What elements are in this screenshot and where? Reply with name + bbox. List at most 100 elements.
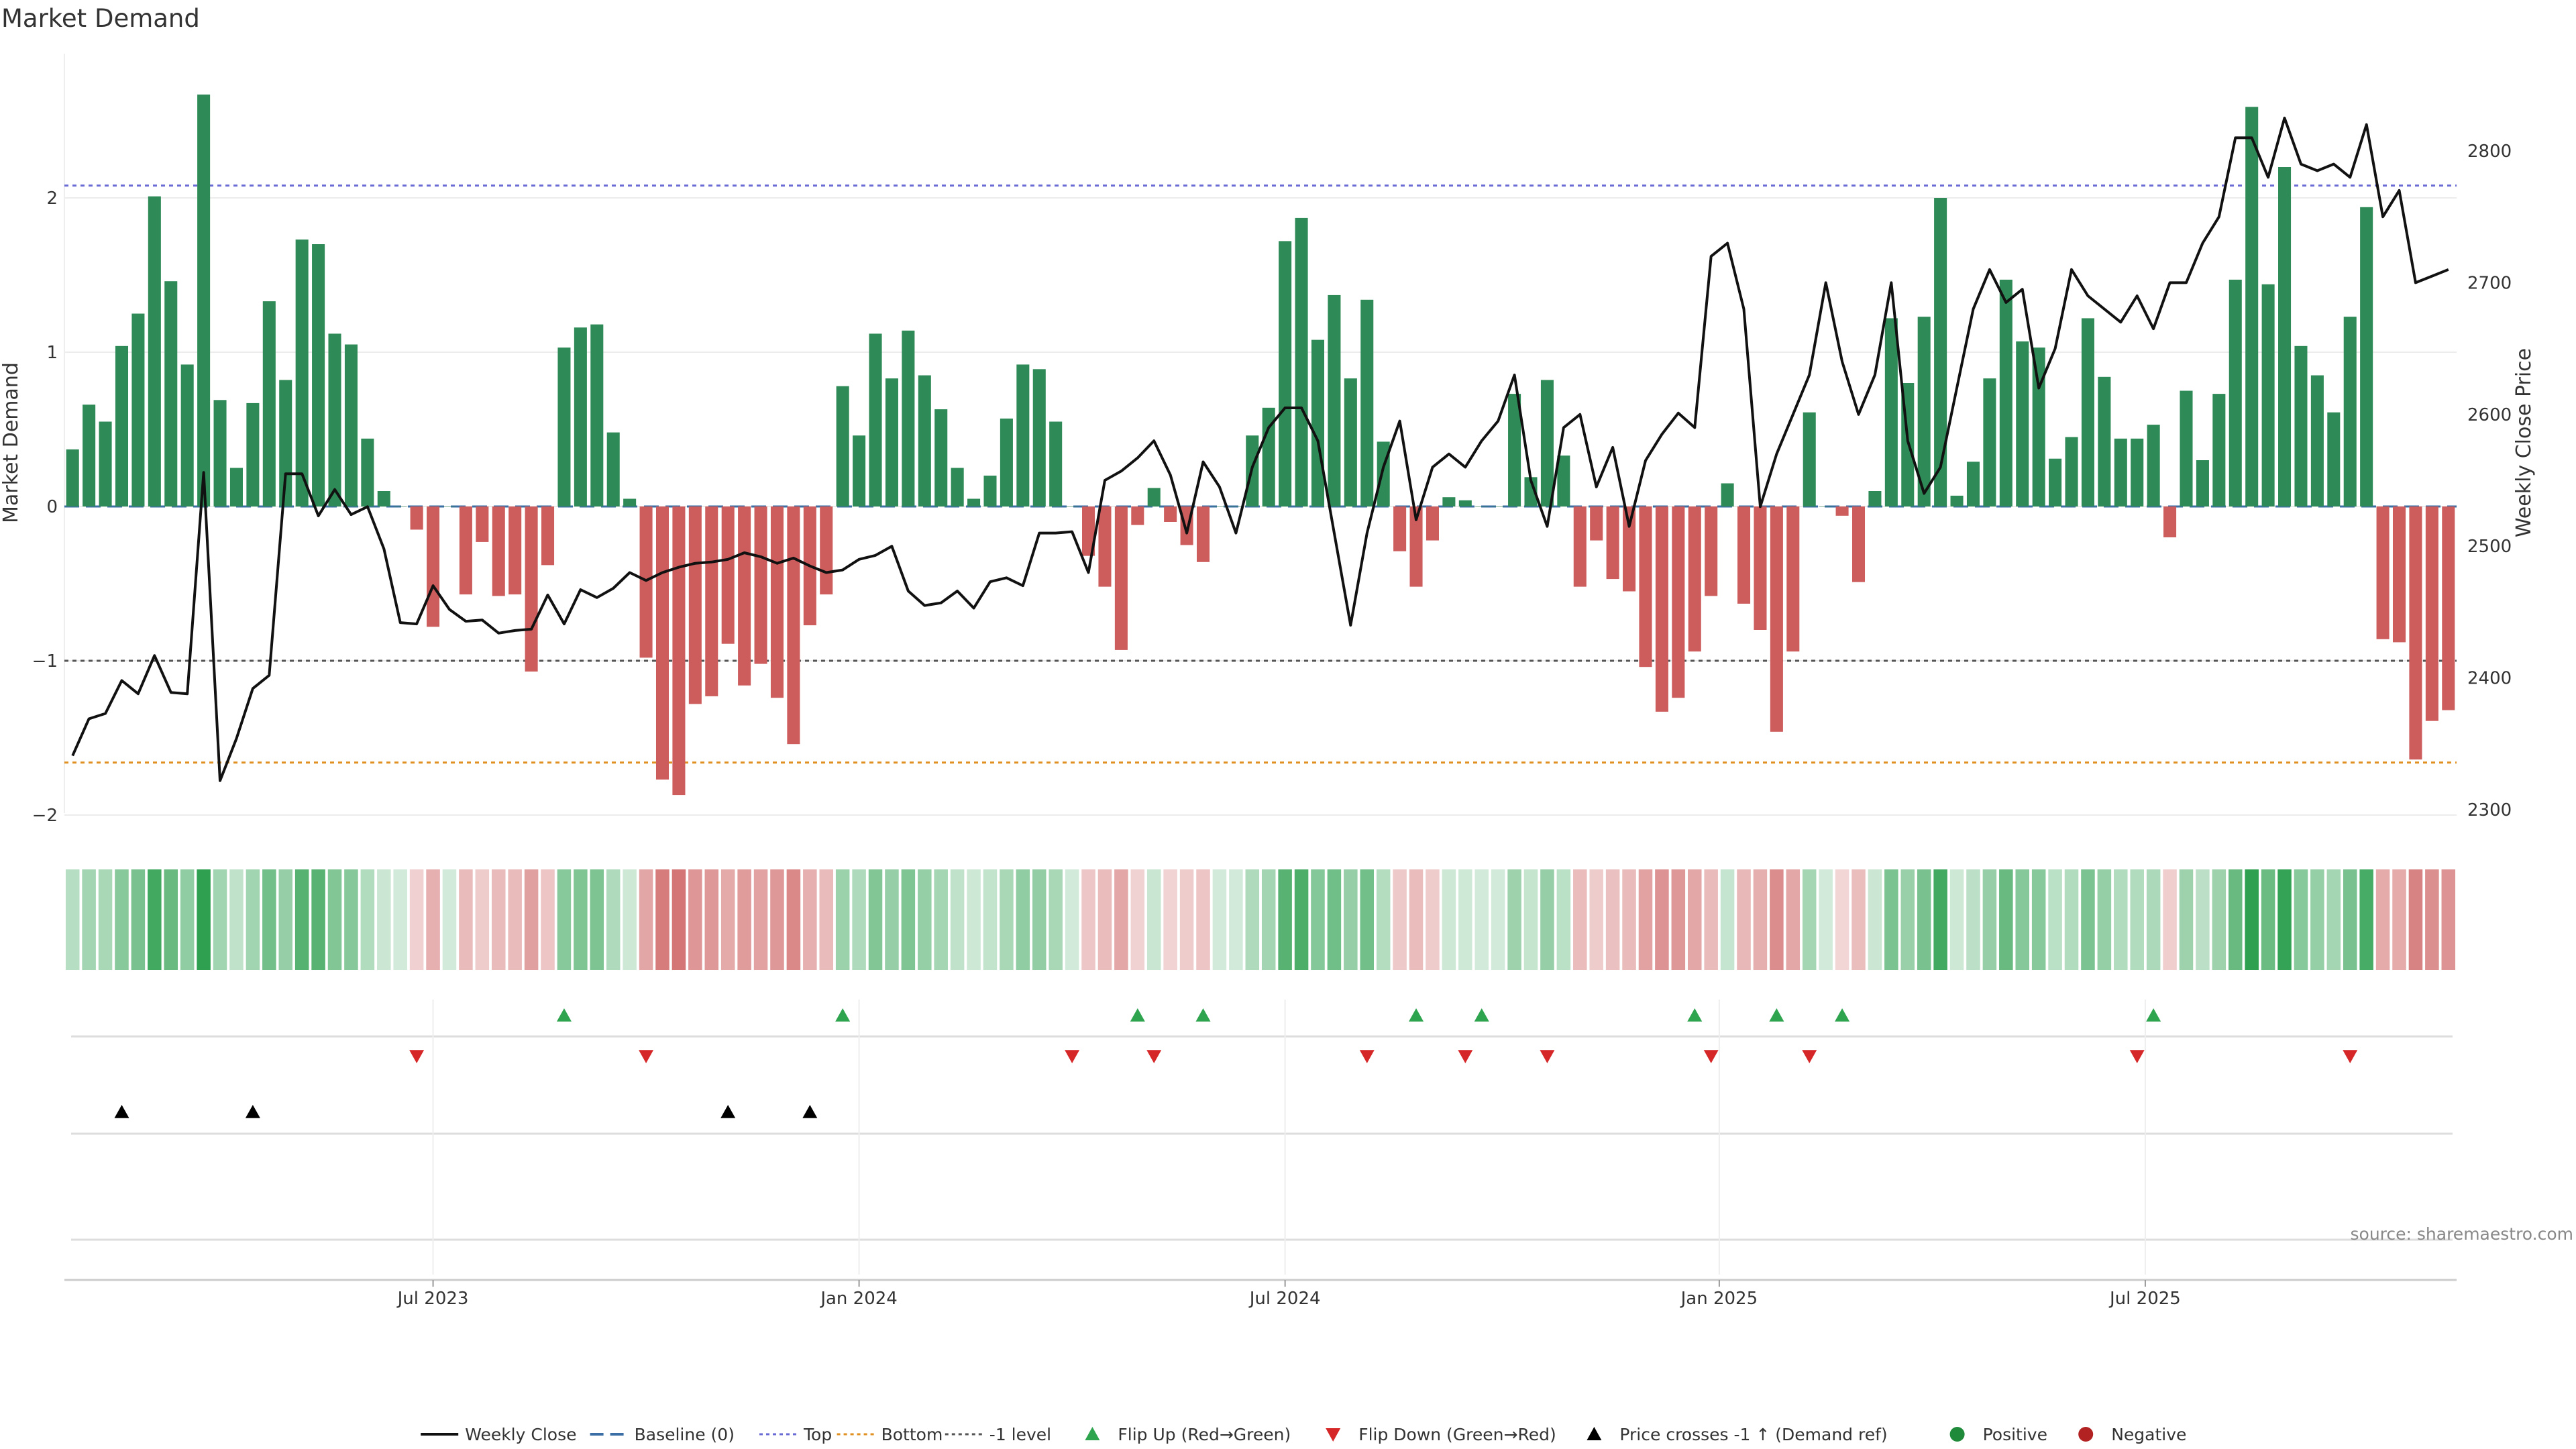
demand-bar (328, 333, 341, 506)
demand-bar (508, 506, 522, 595)
demand-bar (344, 344, 358, 506)
y-axis-label-left: Market Demand (0, 362, 23, 523)
heat-cell (2441, 869, 2456, 970)
demand-bar (443, 506, 456, 507)
heat-cell (2212, 869, 2226, 970)
demand-bar (1344, 378, 1357, 506)
heat-cell (590, 869, 604, 970)
heat-cell (1049, 869, 1063, 970)
demand-bar (738, 506, 751, 686)
demand-bar (459, 506, 472, 595)
heat-cell (311, 869, 325, 970)
demand-bar (295, 239, 309, 506)
flip-down-marker (409, 1050, 425, 1063)
demand-bar (1966, 462, 1980, 506)
heat-cell (803, 869, 817, 970)
heat-cell (491, 869, 506, 970)
heat-cell (819, 869, 834, 970)
demand-bar (83, 405, 96, 506)
heat-cell (885, 869, 899, 970)
flip-down-marker (1458, 1050, 1473, 1063)
flip-up-marker (1769, 1008, 1784, 1022)
demand-bar (1540, 380, 1554, 506)
heat-cell (2277, 869, 2292, 970)
heat-cell (1737, 869, 1751, 970)
demand-bar (1213, 506, 1226, 507)
heat-cell (1097, 869, 1112, 970)
heat-cell (2163, 869, 2177, 970)
demand-bar (885, 378, 898, 506)
legend-item: Top (759, 1425, 832, 1444)
legend-label: Flip Down (Green→Red) (1358, 1425, 1556, 1444)
x-tick-label: Jan 2025 (1680, 1289, 1758, 1309)
legend-item: Flip Up (Red→Green) (1085, 1425, 1291, 1444)
heat-cell (1655, 869, 1669, 970)
heat-cell (1671, 869, 1686, 970)
flip-up-marker (556, 1008, 572, 1022)
demand-bar (1229, 506, 1242, 507)
demand-bar (1016, 364, 1030, 506)
heat-cell (1212, 869, 1227, 970)
heat-cell (2343, 869, 2357, 970)
heat-cell (1081, 869, 1095, 970)
demand-bar (1065, 506, 1079, 507)
flip-up-marker (1409, 1008, 1424, 1022)
demand-bar (705, 506, 718, 696)
heat-cell (442, 869, 457, 970)
flip-up-marker (2146, 1008, 2161, 1022)
demand-heat-strip (65, 869, 2456, 970)
demand-bar (2016, 341, 2029, 506)
heat-cell (1687, 869, 1702, 970)
demand-bar (1590, 506, 1603, 541)
legend-swatch (1326, 1428, 1341, 1442)
grid-lines (64, 54, 2457, 816)
demand-bar (262, 301, 276, 506)
demand-bar (2081, 318, 2094, 506)
legend-swatch (1949, 1427, 1965, 1442)
demand-bar (197, 94, 211, 506)
demand-bar (2261, 284, 2275, 506)
demand-bar (1655, 506, 1668, 712)
heat-cell (639, 869, 653, 970)
heat-cell (426, 869, 440, 970)
demand-bar (2442, 506, 2455, 710)
demand-bar (394, 506, 407, 507)
demand-bar (1884, 318, 1898, 506)
demand-bar (148, 196, 161, 506)
heat-cell (672, 869, 686, 970)
heat-cell (1344, 869, 1358, 970)
demand-bar (869, 333, 882, 506)
y-tick-right: 2500 (2467, 537, 2512, 557)
heat-cell (1016, 869, 1030, 970)
demand-bar (639, 506, 653, 658)
demand-bar (1573, 506, 1587, 587)
price-cross-marker (245, 1105, 260, 1118)
heat-cell (360, 869, 375, 970)
demand-bar (1295, 217, 1308, 506)
heat-cell (475, 869, 490, 970)
legend-item: Flip Down (Green→Red) (1326, 1425, 1556, 1444)
demand-bar (672, 506, 686, 796)
heat-cell (82, 869, 96, 970)
legend-item: Weekly Close (421, 1425, 576, 1444)
heat-cell (623, 869, 637, 970)
demand-bar (1606, 506, 1619, 580)
heat-cell (737, 869, 751, 970)
flip-up-marker (835, 1008, 851, 1022)
heat-cell (1146, 869, 1161, 970)
demand-bar (312, 244, 325, 506)
legend-label: -1 level (989, 1425, 1051, 1444)
y-tick-right: 2400 (2467, 669, 2512, 689)
demand-bar (902, 330, 915, 506)
legend-label: Bottom (881, 1425, 943, 1444)
demand-bar (1705, 506, 1718, 596)
legend-item: Negative (2078, 1425, 2186, 1444)
heat-cell (1196, 869, 1210, 970)
demand-bar (2327, 412, 2341, 506)
heat-cell (1278, 869, 1292, 970)
source-note: source: sharemaestro.com (2351, 1224, 2574, 1244)
heat-cell (1786, 869, 1801, 970)
x-tick-label: Jan 2024 (819, 1289, 898, 1309)
heat-cell (1999, 869, 2013, 970)
legend-item: Price crosses -1 ↑ (Demand ref) (1587, 1425, 1888, 1444)
